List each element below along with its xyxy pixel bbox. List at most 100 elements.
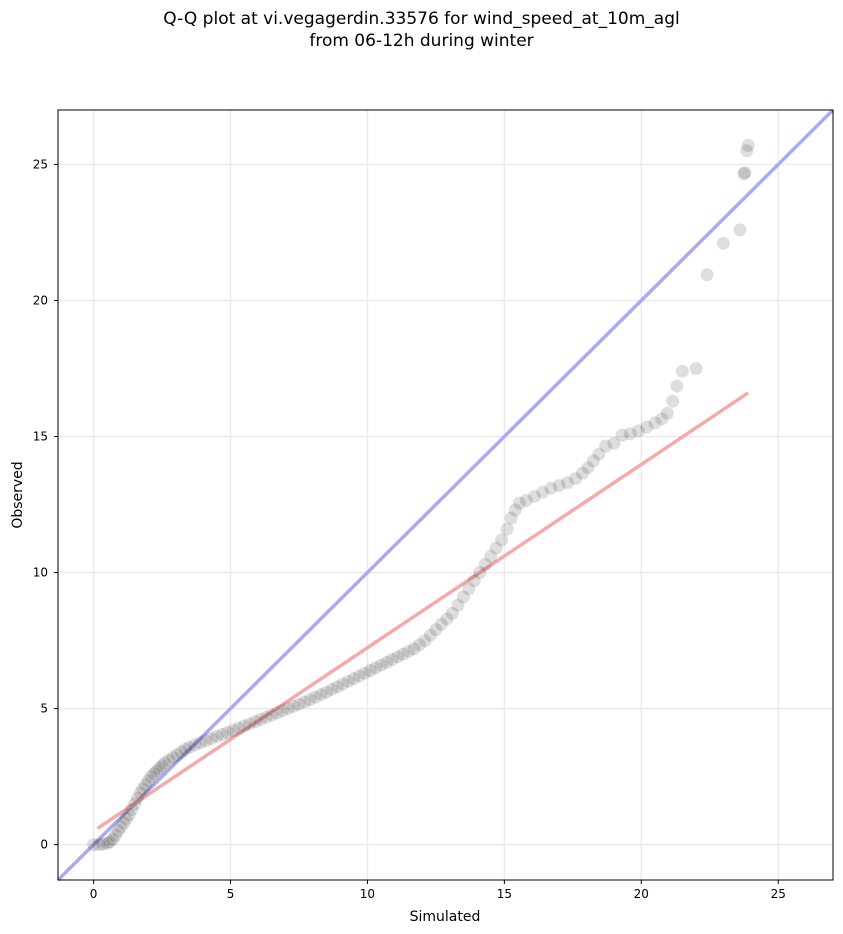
data-point xyxy=(456,590,470,604)
data-point xyxy=(117,816,131,830)
data-point xyxy=(675,364,689,378)
data-point xyxy=(133,786,147,800)
x-tick-label: 15 xyxy=(497,887,512,901)
data-point xyxy=(670,379,684,393)
data-point xyxy=(174,745,188,759)
data-point xyxy=(226,723,240,737)
data-points xyxy=(87,138,755,852)
data-point xyxy=(575,466,589,480)
y-tick-label: 15 xyxy=(33,430,48,444)
data-point xyxy=(92,838,106,852)
data-point xyxy=(445,606,459,620)
y-tick-label: 10 xyxy=(33,566,48,580)
data-point xyxy=(489,541,503,555)
data-point xyxy=(193,736,207,750)
data-point xyxy=(162,753,176,767)
data-point xyxy=(292,697,306,711)
x-tick-label: 25 xyxy=(771,887,786,901)
data-point xyxy=(100,836,114,850)
data-point xyxy=(158,756,172,770)
data-point xyxy=(336,677,350,691)
data-point xyxy=(391,650,405,664)
data-point xyxy=(407,642,421,656)
x-axis-label: Simulated xyxy=(410,909,481,925)
data-point xyxy=(303,693,317,707)
chart-title-line-1: Q-Q plot at vi.vegagerdin.33576 for wind… xyxy=(163,9,680,29)
data-point xyxy=(648,416,662,430)
x-tick-label: 20 xyxy=(634,887,649,901)
data-point xyxy=(536,485,550,499)
data-point xyxy=(402,644,416,658)
data-point xyxy=(144,770,158,784)
data-point xyxy=(412,638,426,652)
data-point xyxy=(103,835,117,849)
data-point xyxy=(265,708,279,722)
data-point xyxy=(204,732,218,746)
data-point xyxy=(308,690,322,704)
data-point xyxy=(660,406,674,420)
data-point xyxy=(599,439,613,453)
y-tick-label: 25 xyxy=(33,157,48,171)
data-point xyxy=(114,820,128,834)
data-point xyxy=(500,522,514,536)
data-point xyxy=(152,761,166,775)
data-point xyxy=(689,361,703,375)
data-point xyxy=(136,782,150,796)
data-point xyxy=(170,748,184,762)
grid-lines xyxy=(58,110,833,880)
data-point xyxy=(418,634,432,648)
data-point xyxy=(666,394,680,408)
data-point xyxy=(139,778,153,792)
y-tick-label: 20 xyxy=(33,293,48,307)
data-point xyxy=(607,436,621,450)
axis-ticks: 0 5 10 15 20 25 0 5 10 15 20 25 xyxy=(33,157,786,901)
data-point xyxy=(738,166,752,180)
data-point xyxy=(700,268,714,282)
data-point xyxy=(122,808,136,822)
data-point xyxy=(434,617,448,631)
data-point xyxy=(655,412,669,426)
data-point xyxy=(125,802,139,816)
data-point xyxy=(150,764,164,778)
data-point xyxy=(155,759,169,773)
data-point xyxy=(325,683,339,697)
data-point xyxy=(119,812,133,826)
data-point xyxy=(374,658,388,672)
data-point xyxy=(341,674,355,688)
data-point xyxy=(440,612,454,626)
data-point xyxy=(484,549,498,563)
x-tick-label: 0 xyxy=(90,887,98,901)
data-point xyxy=(128,797,142,811)
data-point xyxy=(130,791,144,805)
data-point xyxy=(552,478,566,492)
data-point xyxy=(640,420,654,434)
data-point xyxy=(467,574,481,588)
data-point xyxy=(733,223,747,237)
data-point xyxy=(270,706,284,720)
data-point xyxy=(504,511,518,525)
data-point xyxy=(528,489,542,503)
data-point xyxy=(147,767,161,781)
data-point xyxy=(199,734,213,748)
data-point xyxy=(210,729,224,743)
data-point xyxy=(569,472,583,486)
data-point xyxy=(512,496,526,510)
data-point xyxy=(237,719,251,733)
data-point xyxy=(429,623,443,637)
data-point xyxy=(740,144,754,158)
data-point xyxy=(106,832,120,846)
data-point xyxy=(462,582,476,596)
data-point xyxy=(232,721,246,735)
data-point xyxy=(352,669,366,683)
data-point xyxy=(141,774,155,788)
data-point xyxy=(87,838,101,852)
x-tick-label: 10 xyxy=(360,887,375,901)
data-point xyxy=(248,715,262,729)
data-point xyxy=(297,695,311,709)
data-point xyxy=(111,824,125,838)
chart-title-line-2: from 06-12h during winter xyxy=(309,31,534,51)
data-point xyxy=(385,653,399,667)
data-point xyxy=(615,428,629,442)
data-point xyxy=(396,647,410,661)
